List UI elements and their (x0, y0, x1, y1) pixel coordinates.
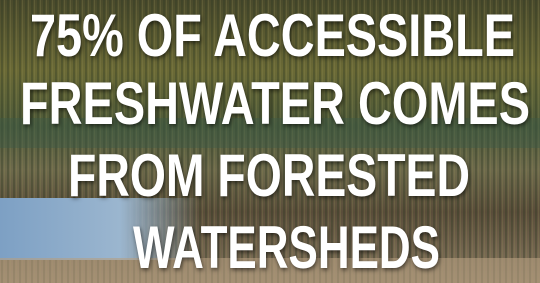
headline-line: FRESHWATER COMES (20, 70, 530, 137)
headline-line: 75% OF ACCESSIBLE (30, 2, 515, 69)
headline-line: WATERSHEDS (133, 214, 440, 281)
poster: 75% OF ACCESSIBLE FRESHWATER COMES FROM … (0, 0, 540, 283)
headline-line: FROM FORESTED (68, 142, 470, 209)
